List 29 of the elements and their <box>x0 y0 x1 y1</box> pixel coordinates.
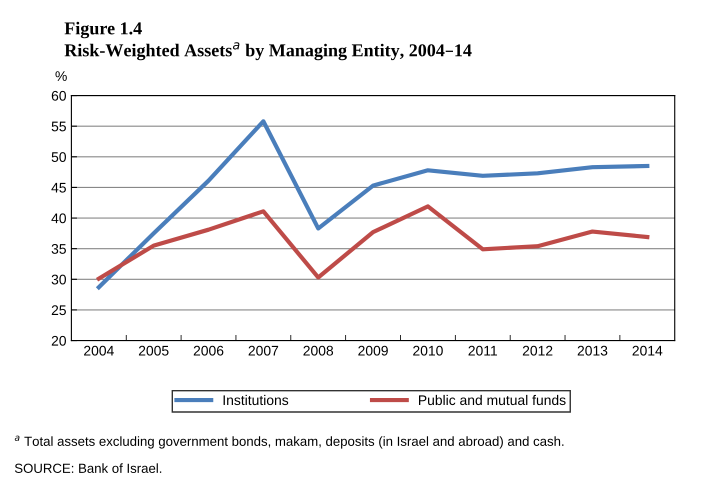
legend-label: Institutions <box>224 394 288 406</box>
y-tick-label: 20 <box>52 336 66 346</box>
y-tick-label: 50 <box>52 152 66 162</box>
y-tick-label: 60 <box>52 90 66 101</box>
x-tick-label: 2011 <box>468 346 498 356</box>
source-note: SOURCE: Bank of Israel. <box>14 463 162 473</box>
y-tick-label: 35 <box>52 244 66 254</box>
x-tick-label: 2014 <box>632 346 662 356</box>
x-tick-label: 2012 <box>522 346 552 356</box>
line-series <box>96 204 650 281</box>
chart-subtitle: Risk-Weighted Assets$^{a}$ by Managing Entity, 2004–14 <box>64 42 472 60</box>
x-tick-label: 2007 <box>248 346 278 356</box>
legend-label: Public and mutual funds <box>419 394 566 406</box>
x-tick-label: 2013 <box>578 346 608 356</box>
x-tick-label: 2008 <box>303 346 334 356</box>
y-tick-label: 30 <box>52 274 66 284</box>
x-tick-label: 2009 <box>358 346 388 356</box>
line-series <box>96 119 650 290</box>
x-tick-label: 2005 <box>138 346 169 356</box>
y-tick-label: 40 <box>51 213 66 224</box>
x-tick-label: 2006 <box>194 346 224 356</box>
x-tick-label: 2010 <box>413 346 443 356</box>
y-tick-label: 45 <box>51 182 66 193</box>
x-tick-label: 2004 <box>84 346 114 356</box>
chart-title: Figure 1.4 <box>64 22 142 38</box>
y-axis-title: % <box>55 71 67 81</box>
y-tick-label: 55 <box>52 122 66 132</box>
text: $^{a}$ Total assets excluding government bonds, makam, deposits (in Israel and abroad) and cash. <box>14 436 564 449</box>
y-tick-label: 25 <box>52 305 66 316</box>
